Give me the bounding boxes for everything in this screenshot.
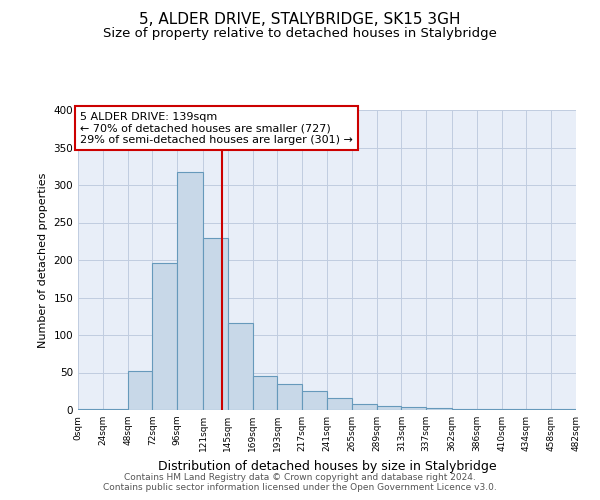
Bar [78,408,103,410]
Bar [452,408,477,410]
Bar [277,384,302,410]
Bar [477,409,502,410]
Bar [551,408,576,410]
Y-axis label: Number of detached properties: Number of detached properties [38,172,48,348]
Bar [103,408,128,410]
Bar [128,371,152,410]
Text: 5, ALDER DRIVE, STALYBRIDGE, SK15 3GH: 5, ALDER DRIVE, STALYBRIDGE, SK15 3GH [139,12,461,28]
Text: 5 ALDER DRIVE: 139sqm
← 70% of detached houses are smaller (727)
29% of semi-det: 5 ALDER DRIVE: 139sqm ← 70% of detached … [80,112,353,144]
Text: Contains HM Land Registry data © Crown copyright and database right 2024.: Contains HM Land Registry data © Crown c… [124,474,476,482]
Bar [327,398,352,410]
X-axis label: Distribution of detached houses by size in Stalybridge: Distribution of detached houses by size … [158,460,496,472]
Bar [177,172,203,410]
Bar [426,408,452,410]
Bar [253,376,277,410]
Bar [401,407,426,410]
Text: Size of property relative to detached houses in Stalybridge: Size of property relative to detached ho… [103,28,497,40]
Bar [352,404,377,410]
Text: Contains public sector information licensed under the Open Government Licence v3: Contains public sector information licen… [103,484,497,492]
Bar [203,238,228,410]
Bar [302,391,327,410]
Bar [377,406,401,410]
Bar [228,323,253,410]
Bar [152,263,177,410]
Bar [526,409,551,410]
Bar [502,409,526,410]
